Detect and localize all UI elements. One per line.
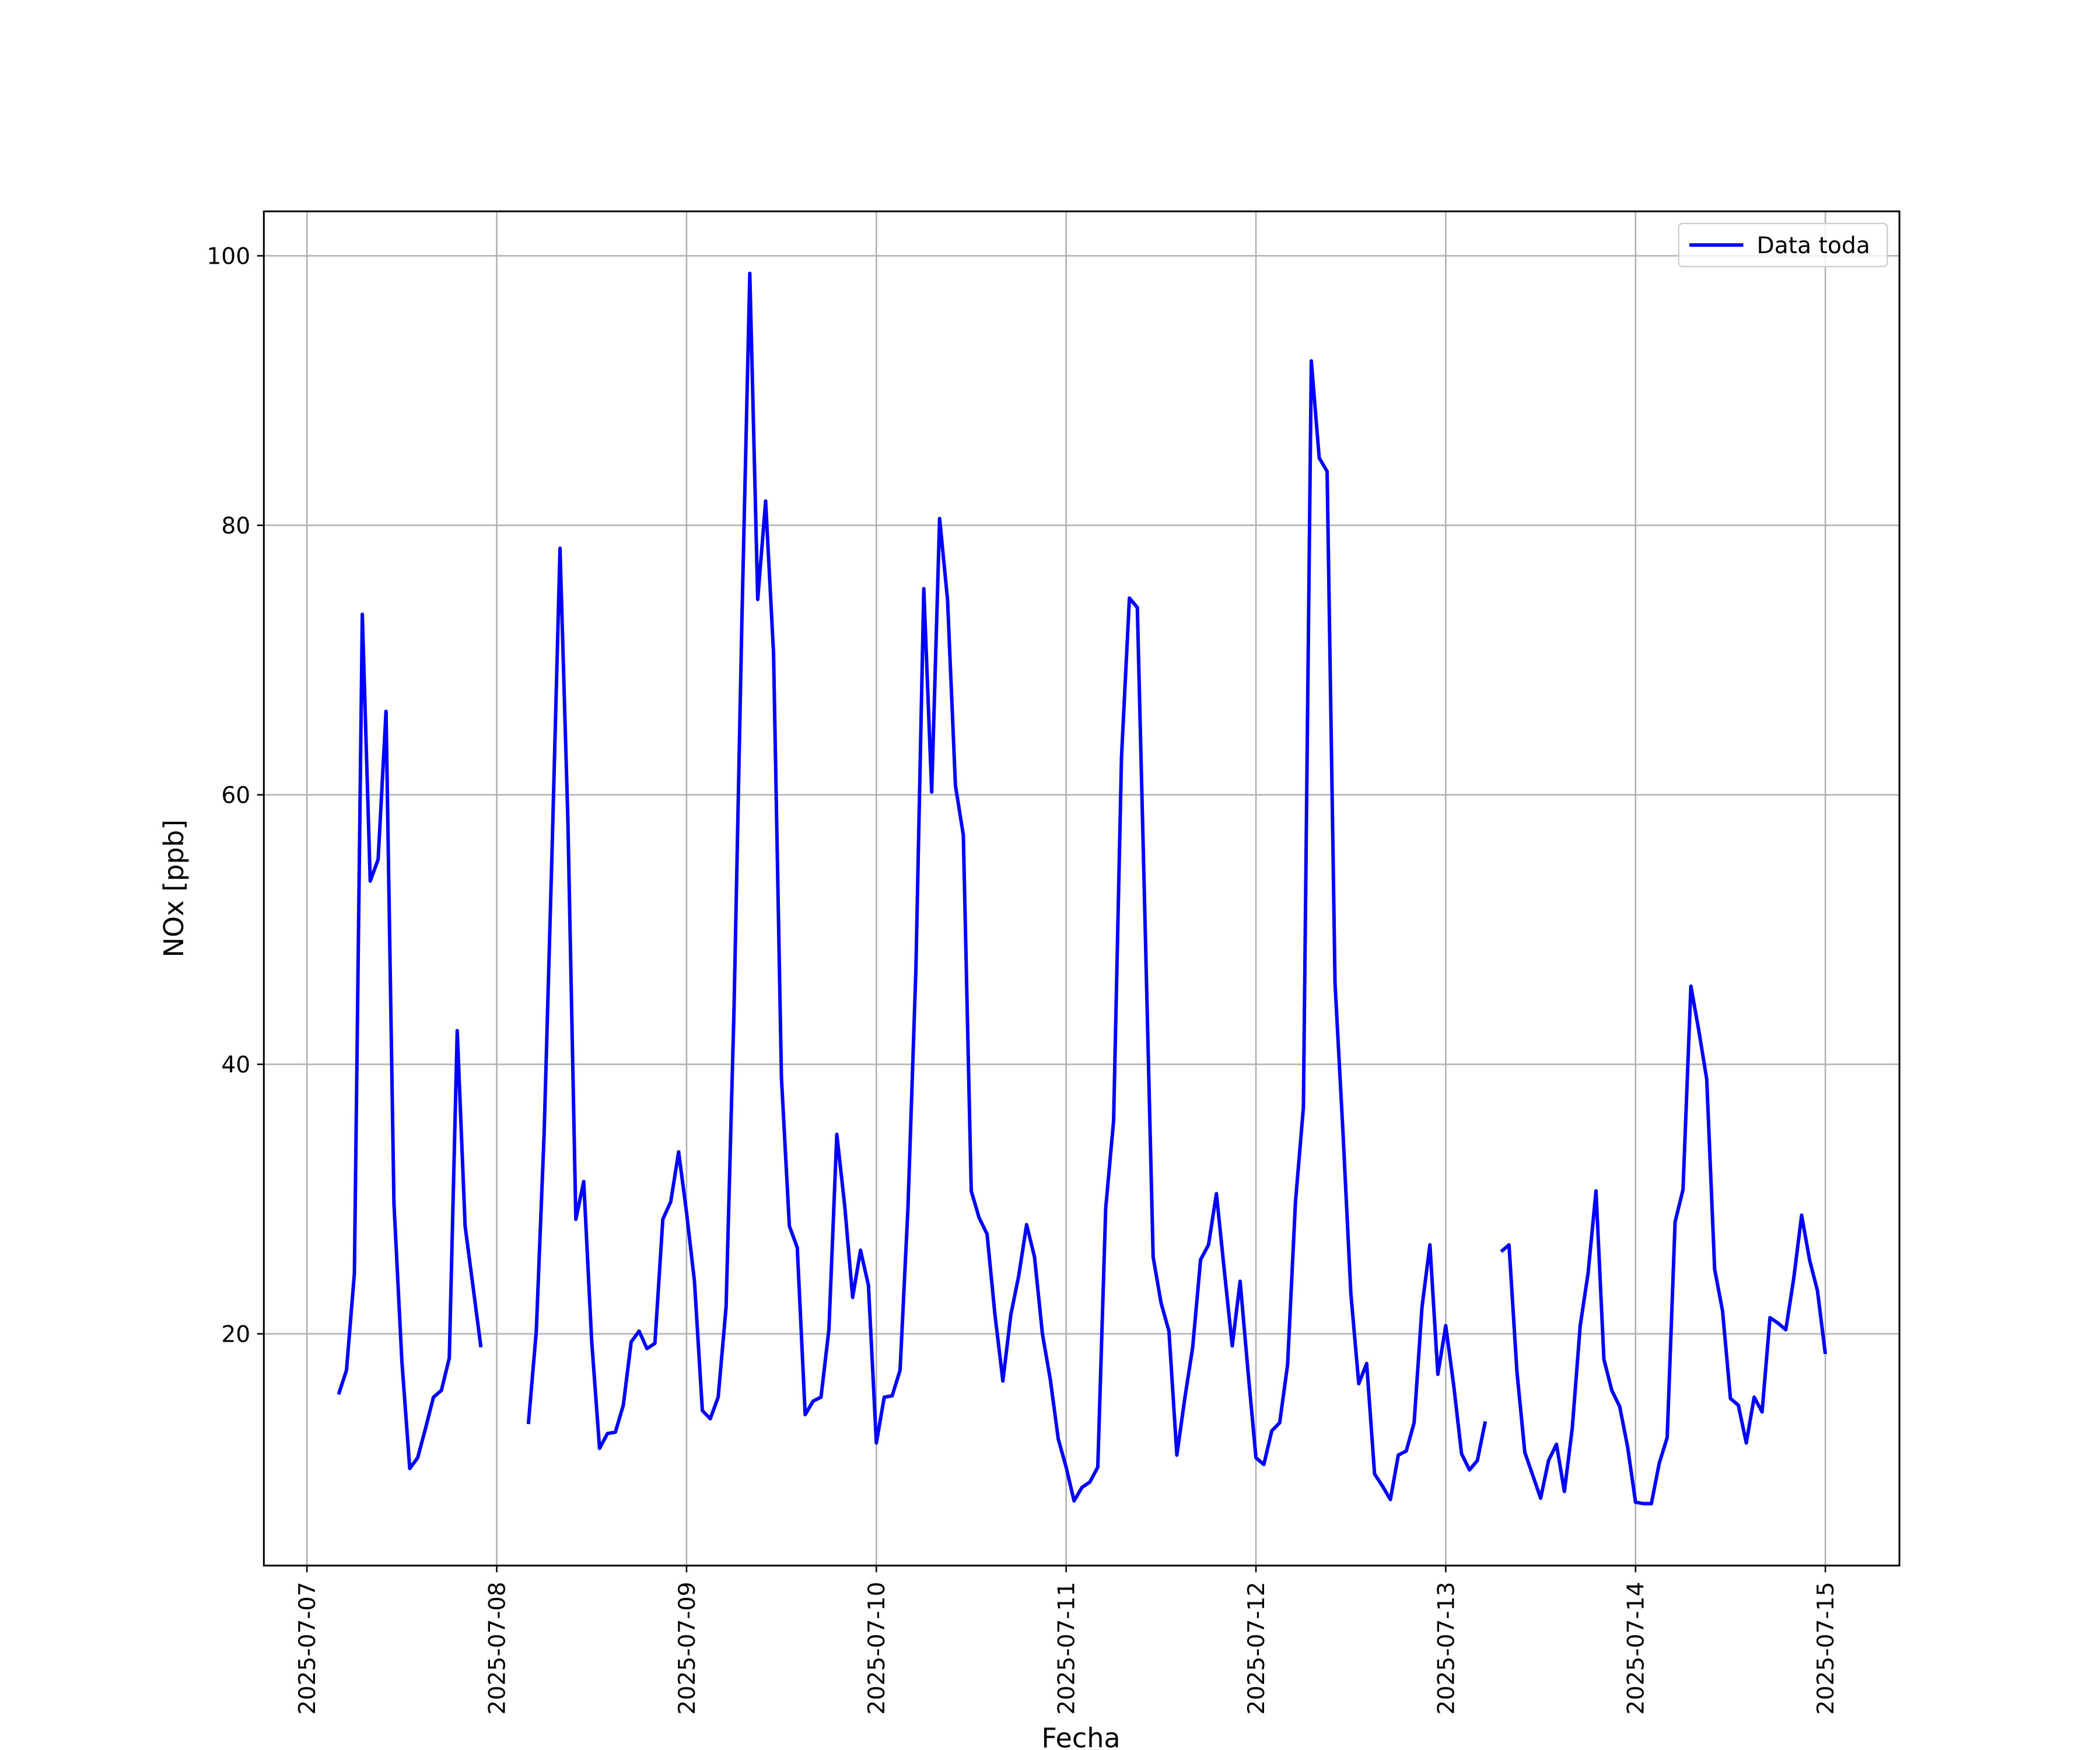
y-tick-label: 20 [221,1321,250,1348]
axes-frame [262,210,1901,1567]
ticks: 20 40 60 80 100 2025-07-07 2025-07-08 2025-07-0… [206,243,1839,1714]
x-tick-label: 2025-07-15 [1813,1582,1839,1715]
legend-label: Data toda [1757,233,1870,259]
y-tick-label: 40 [221,1052,250,1078]
x-axis-label: Fecha [1041,1722,1120,1750]
x-tick-label: 2025-07-12 [1244,1582,1270,1715]
y-tick-label: 80 [221,513,250,539]
y-axis-label: NOx [ppb] [158,820,190,958]
x-tick-label: 2025-07-07 [295,1582,321,1715]
y-tick-label: 100 [206,243,250,270]
x-tick-label: 2025-07-08 [484,1582,510,1715]
x-tick-label: 2025-07-14 [1623,1582,1650,1715]
grid [264,211,1900,1566]
y-tick-label: 60 [221,782,250,808]
x-tick-label: 2025-07-09 [674,1582,701,1715]
x-tick-label: 2025-07-10 [864,1582,890,1715]
x-tick-label: 2025-07-13 [1433,1582,1460,1715]
legend: Data toda [1678,222,1888,268]
legend-box [1678,222,1888,268]
x-tick-label: 2025-07-11 [1054,1582,1080,1715]
plot-area [337,271,1828,1506]
data-line [337,271,1828,1506]
